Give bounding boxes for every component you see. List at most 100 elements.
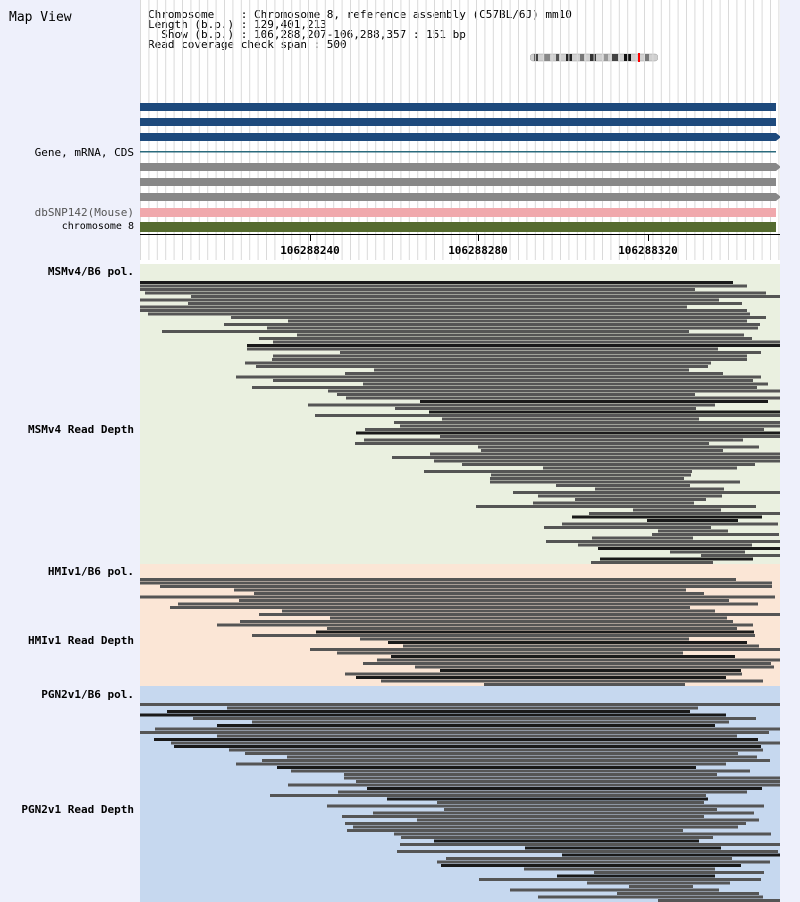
read-alignment [556, 484, 690, 487]
read-alignment [234, 588, 686, 592]
grid-line [383, 0, 385, 260]
read-alignment [598, 547, 797, 550]
read-alignment [538, 494, 722, 498]
grid-line [618, 0, 620, 260]
read-alignment [154, 738, 758, 741]
grid-line [182, 0, 183, 260]
pgn-pol-label: PGN2v1/B6 pol. [41, 688, 134, 701]
read-alignment [140, 703, 800, 706]
read-alignment [415, 665, 774, 669]
gene-bar [140, 103, 776, 111]
grid-line [249, 0, 251, 260]
map-canvas[interactable]: 106288240 106288280 106288320 [140, 0, 800, 902]
read-alignment [476, 505, 756, 508]
read-alignment [479, 878, 761, 881]
grid-line [627, 0, 629, 260]
read-alignment [544, 526, 711, 529]
read-alignment [592, 536, 693, 540]
read-alignment [316, 630, 754, 634]
read-alignment [670, 550, 745, 554]
read-alignment [417, 818, 759, 822]
ruler-label: 106288320 [618, 244, 678, 257]
grid-line [728, 0, 729, 260]
left-label-panel [0, 0, 140, 902]
grid-line [602, 0, 603, 260]
read-alignment [701, 554, 787, 557]
read-alignment [347, 829, 683, 832]
read-alignment [444, 808, 717, 811]
read-alignment [277, 766, 696, 769]
grid-line [501, 0, 503, 260]
read-alignment [394, 421, 794, 424]
read-alignment [330, 616, 727, 620]
read-alignment [148, 312, 750, 316]
read-alignment [652, 533, 779, 536]
chromosome-bar[interactable] [140, 222, 776, 232]
grid-line [560, 0, 561, 260]
read-alignment [420, 400, 768, 403]
grid-line [660, 0, 662, 260]
read-alignment [245, 752, 738, 755]
grid-line [350, 0, 351, 260]
gene-track[interactable] [140, 103, 781, 201]
grid-line [610, 0, 612, 260]
read-alignment [356, 780, 792, 783]
read-alignment [288, 319, 747, 323]
read-alignment [481, 449, 723, 452]
grid-line [719, 0, 721, 260]
grid-line [198, 0, 200, 260]
read-alignment [171, 741, 782, 745]
ruler-tick [310, 234, 311, 241]
read-alignment [140, 595, 775, 599]
read-alignment [252, 634, 755, 637]
read-alignment [397, 850, 778, 853]
read-alignment [364, 438, 743, 442]
grid-line [224, 0, 225, 260]
read-alignment [178, 602, 758, 606]
read-alignment [377, 658, 781, 662]
read-alignment [533, 501, 694, 505]
grid-line [585, 0, 587, 260]
grid-line [736, 0, 738, 260]
read-alignment [247, 344, 789, 347]
grid-line [526, 0, 528, 260]
read-alignment [140, 288, 695, 291]
grid-line [467, 0, 469, 260]
read-alignment [262, 759, 770, 762]
grid-line [484, 0, 486, 260]
read-alignment [140, 309, 747, 312]
grid-line [282, 0, 284, 260]
read-alignment [191, 295, 791, 298]
read-alignment [155, 727, 785, 731]
read-alignment [434, 459, 796, 463]
dbsnp-bar[interactable] [140, 208, 776, 217]
grid-line [518, 0, 519, 260]
read-alignment [490, 477, 684, 480]
right-arrow-icon [776, 193, 781, 201]
grid-line [392, 0, 393, 260]
read-alignment [140, 298, 719, 302]
msm-depth-label: MSMv4 Read Depth [28, 423, 134, 436]
grid-line [442, 0, 444, 260]
read-alignment [374, 368, 689, 372]
coordinate-ruler: 106288240 106288280 106288320 [140, 234, 780, 257]
read-alignment [538, 895, 763, 899]
read-alignment [525, 846, 721, 850]
grid-line [450, 0, 452, 260]
read-alignment [160, 585, 772, 588]
read-alignment [356, 676, 726, 679]
read-alignment [140, 581, 772, 585]
read-alignment [140, 284, 747, 288]
read-tracks[interactable] [140, 0, 800, 902]
read-alignment [282, 609, 715, 613]
read-alignment [297, 333, 744, 337]
read-alignment [267, 326, 758, 330]
read-alignment [365, 428, 764, 431]
grid-line [408, 0, 410, 260]
read-alignment [254, 592, 704, 595]
read-alignment [231, 316, 766, 319]
read-alignment [140, 578, 736, 581]
grid-line [165, 0, 167, 260]
read-alignment [259, 613, 784, 616]
read-alignment [340, 351, 761, 354]
